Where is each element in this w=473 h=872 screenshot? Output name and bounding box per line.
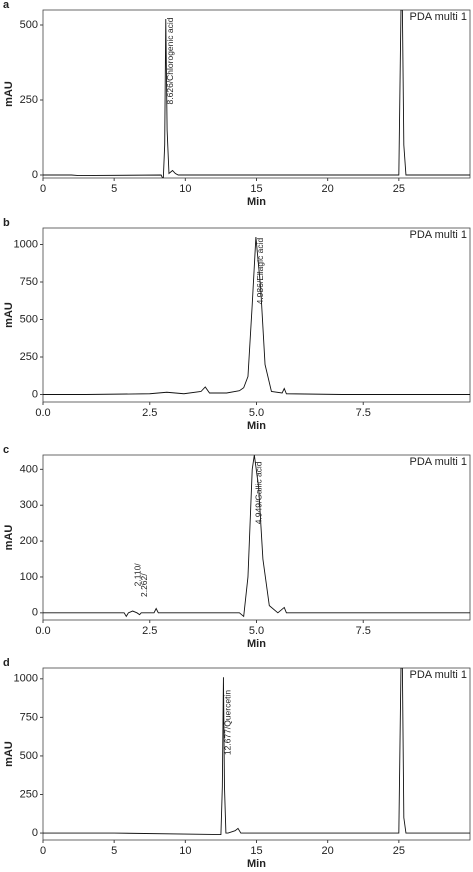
x-tick-label: 5.0 xyxy=(249,625,264,637)
x-axis-label: Min xyxy=(247,638,266,650)
x-tick-label: 20 xyxy=(322,183,334,195)
x-tick-label: 0 xyxy=(40,183,46,195)
x-tick-label: 10 xyxy=(179,845,191,857)
x-tick-label: 7.5 xyxy=(356,407,371,419)
x-tick-label: 2.5 xyxy=(142,407,157,419)
y-tick-label: 250 xyxy=(20,351,38,363)
chromatogram-line xyxy=(43,455,470,618)
plot-frame xyxy=(42,9,471,179)
x-tick-label: 20 xyxy=(322,845,334,857)
y-tick-label: 1000 xyxy=(14,238,38,250)
panel-label: c xyxy=(3,444,9,456)
x-tick-label: 10 xyxy=(179,183,191,195)
y-tick-label: 500 xyxy=(20,19,38,31)
y-tick-label: 0 xyxy=(32,827,38,839)
x-tick-label: 5.0 xyxy=(249,407,264,419)
x-tick-label: 0.0 xyxy=(35,625,50,637)
peak-annotation: 4.986/Ellagic acid xyxy=(255,237,265,304)
y-tick-label: 200 xyxy=(20,535,38,547)
panel-label: d xyxy=(3,657,10,669)
legend-text: PDA multi 1 xyxy=(410,456,467,468)
x-tick-label: 25 xyxy=(393,183,405,195)
y-tick-label: 500 xyxy=(20,750,38,762)
x-tick-label: 0 xyxy=(40,845,46,857)
x-tick-label: 0.0 xyxy=(35,407,50,419)
x-tick-label: 15 xyxy=(250,845,262,857)
peak-annotation: 12.677/Quercetin xyxy=(223,690,233,755)
y-axis-label: mAU xyxy=(3,741,15,767)
chromatogram-line xyxy=(43,236,470,395)
y-axis-label: mAU xyxy=(3,81,15,107)
plot-frame xyxy=(42,667,471,841)
peak-annotation: 8.626/Chlorogenic acid xyxy=(165,17,175,104)
legend-text: PDA multi 1 xyxy=(410,11,467,23)
x-tick-label: 25 xyxy=(393,845,405,857)
x-tick-label: 2.5 xyxy=(142,625,157,637)
y-tick-label: 400 xyxy=(20,463,38,475)
peak-annotation: 4.949/Gallic acid xyxy=(254,461,264,524)
y-tick-label: 300 xyxy=(20,499,38,511)
x-axis-label: Min xyxy=(247,196,266,208)
y-tick-label: 0 xyxy=(32,607,38,619)
chromatogram-line xyxy=(43,668,470,836)
chart-panel: c PDA multi 1 0.0 2.5 5.0 7.5 0 100 200 300 400 Min… xyxy=(3,444,471,650)
y-tick-label: 750 xyxy=(20,276,38,288)
y-tick-label: 250 xyxy=(20,94,38,106)
y-tick-label: 1000 xyxy=(14,673,38,685)
x-axis-label: Min xyxy=(247,858,266,870)
y-tick-label: 250 xyxy=(20,788,38,800)
x-tick-label: 5 xyxy=(111,183,117,195)
chart-panel: b PDA multi 1 0.0 2.5 5.0 7.5 0 250 500 750 1000 Mi… xyxy=(3,217,471,432)
x-axis-label: Min xyxy=(247,420,266,432)
y-tick-label: 500 xyxy=(20,313,38,325)
y-axis-label: mAU xyxy=(3,302,15,328)
peak-annotation: 2.110/ xyxy=(132,563,142,587)
panel-label: a xyxy=(3,0,10,11)
y-tick-label: 100 xyxy=(20,571,38,583)
chromatogram-line xyxy=(43,10,470,178)
peak-annotation: 2.262/ xyxy=(139,573,149,597)
x-tick-label: 15 xyxy=(250,183,262,195)
legend-text: PDA multi 1 xyxy=(410,229,467,241)
x-tick-label: 5 xyxy=(111,845,117,857)
panel-label: b xyxy=(3,217,10,229)
x-tick-label: 7.5 xyxy=(356,625,371,637)
y-tick-label: 0 xyxy=(32,388,38,400)
y-tick-label: 0 xyxy=(32,169,38,181)
y-axis-label: mAU xyxy=(3,525,15,551)
legend-text: PDA multi 1 xyxy=(410,669,467,681)
y-tick-label: 750 xyxy=(20,711,38,723)
